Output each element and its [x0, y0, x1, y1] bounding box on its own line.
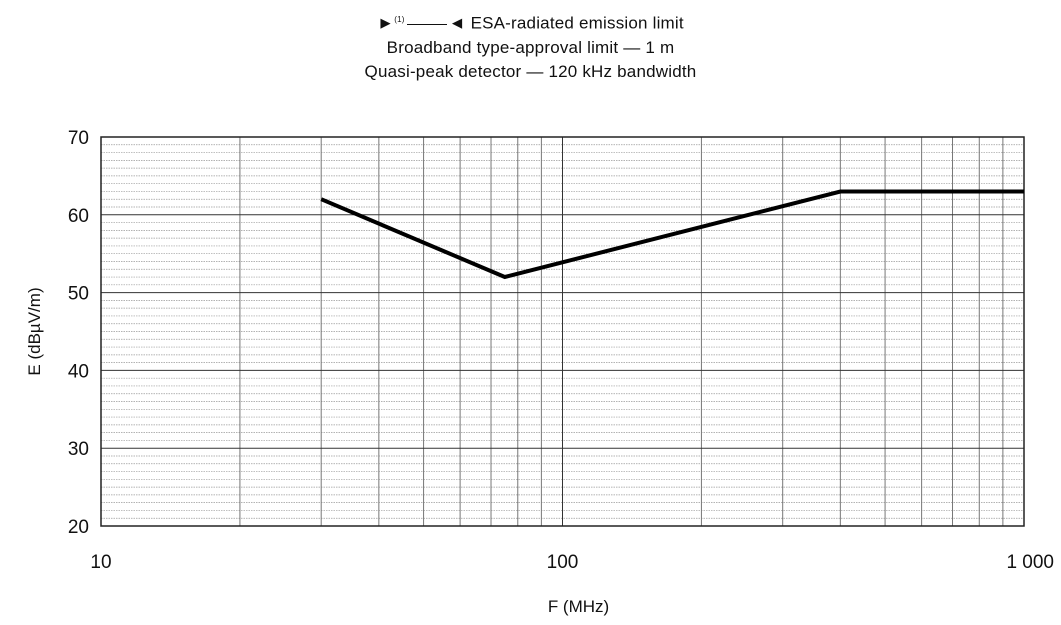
y-axis-label: E (dBµV/m): [25, 287, 44, 375]
plot-frame: [100, 136, 1025, 527]
major-gridlines: [101, 137, 1024, 526]
chart-title: ESA-radiated emission limit: [470, 13, 684, 33]
limit-marker-end-icon: ◄: [448, 13, 466, 33]
series-layer: [320, 189, 1024, 280]
x-tick-label: 1 000: [1006, 552, 1054, 573]
y-tick-label: 40: [68, 361, 89, 382]
limit-line: [320, 189, 1024, 280]
chart-subtitle-2: Quasi-peak detector — 120 kHz bandwidth: [364, 61, 697, 81]
x-axis-label: F (MHz): [548, 597, 609, 616]
y-tick-labels: 20 30 40 50 60 70: [68, 128, 89, 538]
y-tick-label: 60: [68, 206, 89, 227]
y-tick-label: 50: [68, 284, 89, 305]
y-tick-label: 70: [68, 128, 89, 149]
chart-header: ►(1) ◄ ESA-radiated emission limit Broadb…: [0, 8, 1061, 84]
limit-marker-start-icon: ►(1): [377, 13, 405, 33]
y-tick-label: 30: [68, 439, 89, 460]
x-tick-label: 10: [90, 552, 111, 573]
limit-dash-icon: [406, 23, 447, 25]
chart-title-line: ►(1) ◄ ESA-radiated emission limit: [0, 8, 1061, 36]
x-tick-label: 100: [547, 552, 579, 573]
x-tick-labels: 10 100 1 000: [90, 552, 1054, 573]
chart-subtitle-1: Broadband type-approval limit — 1 m: [386, 37, 675, 57]
y-tick-label: 20: [68, 517, 89, 538]
